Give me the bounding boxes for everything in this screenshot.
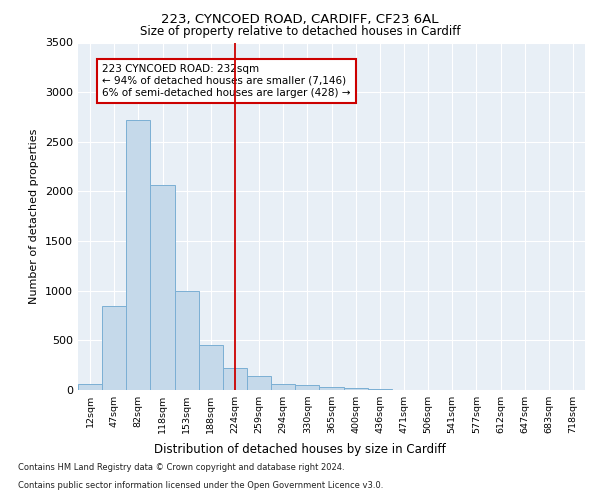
Bar xyxy=(344,388,368,390)
Text: 223 CYNCOED ROAD: 232sqm
← 94% of detached houses are smaller (7,146)
6% of semi: 223 CYNCOED ROAD: 232sqm ← 94% of detach… xyxy=(102,64,350,98)
Text: Distribution of detached houses by size in Cardiff: Distribution of detached houses by size … xyxy=(154,442,446,456)
Text: Size of property relative to detached houses in Cardiff: Size of property relative to detached ho… xyxy=(140,25,460,38)
Bar xyxy=(151,186,175,390)
Text: Contains public sector information licensed under the Open Government Licence v3: Contains public sector information licen… xyxy=(18,481,383,490)
Text: 223, CYNCOED ROAD, CARDIFF, CF23 6AL: 223, CYNCOED ROAD, CARDIFF, CF23 6AL xyxy=(161,12,439,26)
Bar xyxy=(199,345,223,390)
Bar xyxy=(271,384,295,390)
Bar xyxy=(247,376,271,390)
Bar xyxy=(223,368,247,390)
Bar xyxy=(295,385,319,390)
Y-axis label: Number of detached properties: Number of detached properties xyxy=(29,128,40,304)
Bar xyxy=(175,290,199,390)
Bar xyxy=(368,389,392,390)
Bar xyxy=(102,306,126,390)
Bar xyxy=(126,120,151,390)
Text: Contains HM Land Registry data © Crown copyright and database right 2024.: Contains HM Land Registry data © Crown c… xyxy=(18,464,344,472)
Bar xyxy=(319,386,344,390)
Bar xyxy=(78,384,102,390)
